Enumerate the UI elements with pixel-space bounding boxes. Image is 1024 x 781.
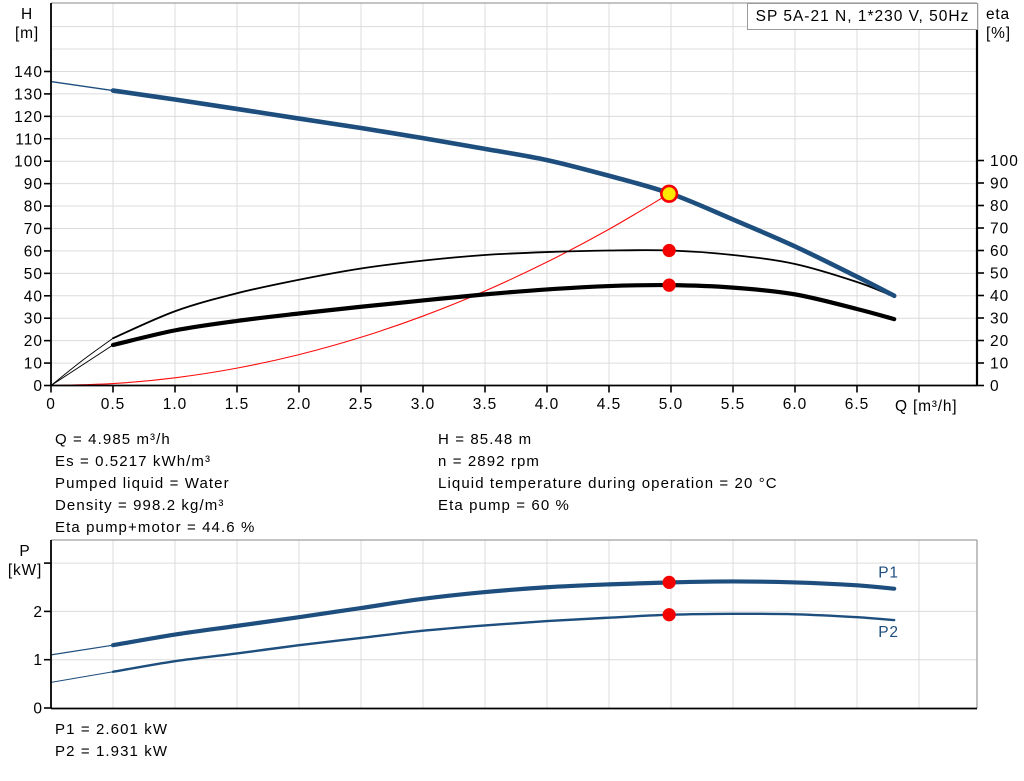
q-tick-label: 1.5 xyxy=(225,396,250,413)
p-axis-title: P xyxy=(19,543,31,560)
duty-annotations-right: H = 85.48 m n = 2892 rpm Liquid temperat… xyxy=(438,429,778,517)
marker-duty-point[interactable] xyxy=(660,184,679,203)
curve-eta-pump xyxy=(112,249,896,340)
q-tick-label: 0 xyxy=(46,396,56,413)
eta-tick-label: 10 xyxy=(990,356,1009,373)
q-tick-label: 1.0 xyxy=(163,396,188,413)
curve-eta-pump-motor-thin xyxy=(50,344,114,386)
h-tick-label: 70 xyxy=(24,221,43,238)
p-tick-label: 1 xyxy=(33,652,43,669)
marker-eta-pump-point xyxy=(662,243,676,258)
q-tick-label: 0.5 xyxy=(101,396,126,413)
q-tick-label: 5.5 xyxy=(721,396,746,413)
eta-tick-label: 90 xyxy=(990,176,1009,193)
pump-title-box: SP 5A-21 N, 1*230 V, 50Hz xyxy=(747,3,978,30)
curve-P1-thin xyxy=(50,644,114,656)
h-tick-label: 30 xyxy=(24,311,43,328)
h-tick-label: 120 xyxy=(14,109,43,126)
power-readout: P1 = 2.601 kW P2 = 1.931 kW xyxy=(55,719,168,763)
annotation-temperature: Liquid temperature during operation = 20… xyxy=(438,475,778,492)
curve-system-curve xyxy=(50,193,670,387)
q-tick-label: 6.0 xyxy=(783,396,808,413)
curve-P1 xyxy=(110,579,897,648)
p-tick-label: 2 xyxy=(33,604,43,621)
eta-tick-label: 100 xyxy=(990,153,1019,170)
p-axis-label: P [kW] xyxy=(2,542,48,580)
h-tick-label: 10 xyxy=(24,356,43,373)
h-axis-unit: [m] xyxy=(15,25,39,42)
curve-eta-pump-thin xyxy=(50,337,114,386)
annotation-density: Density = 998.2 kg/m³ xyxy=(55,497,225,514)
annotation-n: n = 2892 rpm xyxy=(438,453,541,470)
curve-P2 xyxy=(111,612,896,673)
eta-axis-title: eta xyxy=(986,6,1010,23)
h-axis-title: H xyxy=(21,6,33,23)
p1-readout: P1 = 2.601 kW xyxy=(55,721,169,738)
eta-axis-label: eta [%] xyxy=(986,5,1024,43)
q-tick-label: 3.0 xyxy=(411,396,436,413)
annotation-h: H = 85.48 m xyxy=(438,431,533,448)
eta-tick-label: 40 xyxy=(990,288,1009,305)
eta-tick-label: 60 xyxy=(990,243,1009,260)
h-tick-label: 90 xyxy=(24,176,43,193)
h-tick-label: 110 xyxy=(15,131,43,148)
q-tick-label: 4.0 xyxy=(535,396,560,413)
h-tick-label: 80 xyxy=(24,199,43,216)
annotation-q: Q = 4.985 m³/h xyxy=(55,431,171,448)
h-tick-label: 60 xyxy=(24,243,43,260)
eta-tick-label: 30 xyxy=(990,311,1009,328)
q-tick-label: 3.5 xyxy=(473,396,498,413)
eta-tick-label: 0 xyxy=(990,378,1000,395)
q-axis-label: Q [m³/h] xyxy=(895,398,958,415)
h-tick-label: 100 xyxy=(14,154,43,171)
marker-p2-point xyxy=(662,608,676,622)
marker-p1-point xyxy=(662,575,676,589)
annotation-eta-pump-motor: Eta pump+motor = 44.6 % xyxy=(55,519,256,536)
h-axis-label: H [m] xyxy=(6,5,48,43)
eta-tick-label: 70 xyxy=(990,221,1009,238)
marker-eta-pump-motor-point xyxy=(662,278,676,292)
curve-P2-thin xyxy=(50,671,114,683)
curve-head xyxy=(110,88,897,299)
p-axis-unit: [kW] xyxy=(7,562,43,579)
curve-eta-pump-motor xyxy=(110,282,897,348)
eta-tick-label: 50 xyxy=(990,266,1009,283)
eta-tick-label: 80 xyxy=(990,198,1009,215)
h-tick-label: 0 xyxy=(33,378,43,395)
p-tick-label: 0 xyxy=(33,701,43,718)
q-tick-label: 5.0 xyxy=(659,396,684,413)
h-tick-label: 140 xyxy=(14,64,43,81)
h-tick-label: 20 xyxy=(24,333,43,350)
eta-tick-label: 20 xyxy=(990,333,1009,350)
eta-axis-unit: [%] xyxy=(986,25,1011,42)
h-tick-label: 40 xyxy=(24,288,43,305)
q-tick-label: 2.5 xyxy=(349,396,374,413)
annotation-es: Es = 0.5217 kWh/m³ xyxy=(55,453,212,470)
h-tick-label: 50 xyxy=(24,266,43,283)
q-tick-label: 2.0 xyxy=(287,396,312,413)
duty-annotations-left: Q = 4.985 m³/h Es = 0.5217 kWh/m³ Pumped… xyxy=(55,429,255,539)
annotation-eta-pump: Eta pump = 60 % xyxy=(438,497,570,514)
h-tick-label: 130 xyxy=(14,86,43,103)
p2-readout: P2 = 1.931 kW xyxy=(55,743,169,760)
curve-head-thin xyxy=(50,80,114,92)
q-tick-label: 4.5 xyxy=(597,396,622,413)
series-label-P2: P2 xyxy=(878,624,899,641)
q-tick-label: 6.5 xyxy=(845,396,870,413)
series-label-P1: P1 xyxy=(878,565,899,582)
annotation-liquid: Pumped liquid = Water xyxy=(55,475,230,492)
pump-title: SP 5A-21 N, 1*230 V, 50Hz xyxy=(755,7,970,25)
